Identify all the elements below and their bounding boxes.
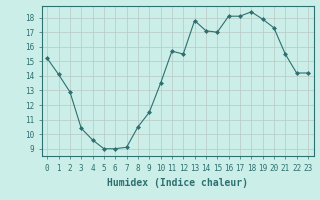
X-axis label: Humidex (Indice chaleur): Humidex (Indice chaleur) <box>107 178 248 188</box>
